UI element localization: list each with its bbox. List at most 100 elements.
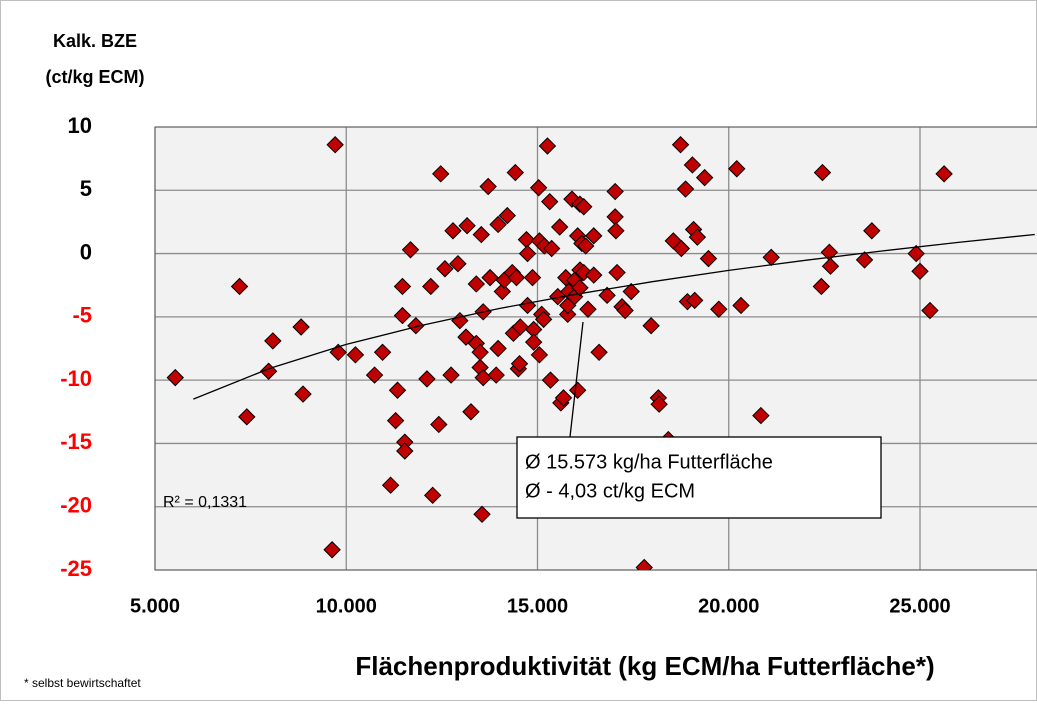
data-point	[489, 215, 507, 234]
data-point	[264, 332, 282, 350]
data-point	[510, 354, 529, 373]
data-point	[710, 300, 728, 318]
data-point	[590, 343, 608, 362]
data-point	[524, 333, 543, 351]
data-point	[230, 277, 249, 296]
data-point	[393, 306, 412, 325]
y-tick-label: -20	[60, 493, 92, 518]
data-point	[386, 411, 405, 430]
data-point	[585, 227, 603, 245]
data-point	[585, 266, 603, 284]
data-point	[542, 239, 561, 258]
data-point	[518, 244, 537, 263]
data-point	[507, 268, 526, 287]
data-point	[259, 362, 278, 380]
data-point	[699, 249, 718, 268]
data-point	[373, 343, 392, 362]
x-tick-label: 10.000	[316, 595, 377, 617]
data-point	[511, 318, 529, 336]
data-point	[642, 317, 660, 335]
data-point	[616, 301, 634, 320]
data-point	[396, 442, 414, 460]
y-tick-label: -15	[60, 429, 92, 454]
data-point	[481, 268, 499, 287]
data-point	[607, 222, 625, 240]
footnote: * selbst bewirtschaftet	[24, 676, 141, 690]
data-point	[422, 277, 440, 296]
data-point	[323, 541, 341, 559]
data-point	[911, 262, 929, 280]
trendline	[193, 233, 1035, 400]
x-tick-label: 5.000	[130, 595, 180, 617]
data-point	[346, 346, 365, 364]
data-point	[606, 182, 624, 201]
y-axis-label: (ct/kg ECM)	[46, 67, 145, 87]
data-point	[381, 476, 400, 494]
data-point	[523, 268, 542, 287]
data-point	[550, 218, 569, 236]
data-point	[813, 163, 832, 182]
callout-text: Ø - 4,03 ct/kg ECM	[525, 480, 695, 502]
data-point	[676, 180, 695, 198]
data-point	[471, 343, 489, 362]
data-point	[449, 254, 467, 273]
callout-box	[516, 436, 882, 519]
data-point	[732, 296, 750, 315]
data-point	[821, 257, 840, 275]
data-point	[393, 277, 412, 296]
y-tick-label: -5	[72, 303, 92, 328]
y-tick-label: 10	[68, 113, 92, 138]
data-point	[554, 389, 573, 407]
data-point	[571, 279, 589, 297]
y-tick-label: -25	[60, 556, 92, 581]
plot-border	[154, 126, 1037, 571]
data-point	[473, 505, 491, 524]
data-point	[436, 260, 454, 278]
data-point	[479, 177, 497, 196]
data-point	[467, 275, 486, 293]
data-point	[695, 168, 714, 187]
data-point	[688, 228, 707, 246]
data-point	[559, 305, 577, 324]
data-point	[407, 317, 425, 335]
x-tick-label: 25.000	[889, 595, 950, 617]
data-point	[238, 408, 256, 426]
data-point	[442, 366, 460, 384]
data-point	[622, 282, 640, 301]
data-point	[935, 165, 953, 183]
data-point	[462, 403, 480, 421]
data-point	[472, 225, 490, 244]
x-tick-label: 20.000	[698, 595, 759, 617]
data-point	[498, 206, 516, 225]
data-point	[529, 179, 548, 197]
data-point	[608, 263, 626, 282]
data-point	[329, 343, 347, 362]
x-tick-label: 15.000	[507, 595, 568, 617]
y-tick-label: 0	[80, 239, 92, 264]
data-point	[326, 136, 344, 154]
data-point	[650, 395, 668, 413]
data-point	[489, 339, 507, 358]
data-point	[907, 244, 925, 263]
data-point	[579, 300, 597, 318]
data-point	[812, 277, 831, 296]
data-point	[487, 366, 505, 384]
data-point	[430, 415, 448, 434]
data-point	[563, 190, 581, 208]
data-point	[444, 222, 462, 240]
data-point	[506, 163, 525, 182]
data-point	[457, 328, 475, 346]
data-point	[855, 251, 874, 269]
data-point	[672, 239, 691, 258]
data-point	[418, 370, 436, 388]
y-tick-label: 5	[80, 176, 92, 201]
data-point	[863, 222, 881, 240]
callout-text: Ø 15.573 kg/ha Futterfläche	[525, 451, 773, 473]
data-point	[401, 241, 420, 259]
data-point	[166, 368, 184, 387]
data-point	[423, 486, 442, 505]
callout-leader	[569, 321, 584, 438]
data-point	[294, 385, 312, 403]
data-point	[432, 165, 450, 183]
